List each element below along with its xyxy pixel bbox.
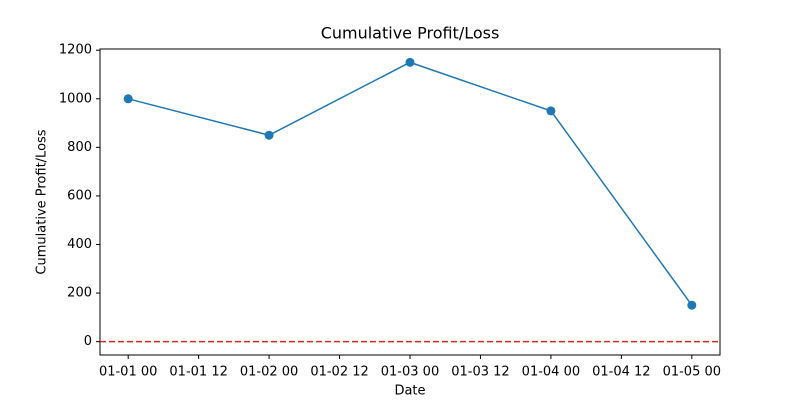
y-tick-label: 200 [67,286,92,301]
y-tick-label: 800 [67,140,92,155]
x-tick-label: 01-04 00 [522,365,580,380]
y-tick-label: 0 [84,334,92,349]
y-axis-label: Cumulative Profit/Loss [35,129,50,274]
data-point [687,300,697,310]
chart-title: Cumulative Profit/Loss [321,24,500,43]
data-point [123,94,133,104]
x-tick-label: 01-02 12 [310,365,368,380]
x-tick-label: 01-03 00 [381,365,439,380]
x-tick-label: 01-02 00 [240,365,298,380]
x-tick-label: 01-05 00 [663,365,721,380]
plot-frame [99,48,721,356]
y-tick-label: 400 [67,237,92,252]
data-point [264,130,274,140]
data-point [546,106,556,116]
x-tick-label: 01-04 12 [592,365,650,380]
y-tick-label: 1200 [59,43,92,58]
x-tick-label: 01-01 00 [99,365,157,380]
x-axis-label: Date [394,384,425,399]
y-tick-label: 1000 [59,91,92,106]
x-tick-label: 01-01 12 [169,365,227,380]
series-line [127,61,693,306]
y-tick-label: 600 [67,188,92,203]
x-tick-label: 01-03 12 [451,365,509,380]
data-point [405,57,415,67]
